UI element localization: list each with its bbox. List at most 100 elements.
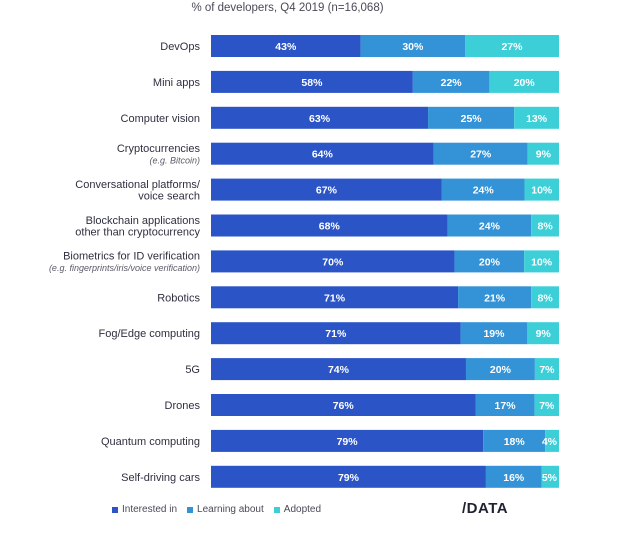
value-label-computer-vision-interested-in: 63% (309, 113, 331, 125)
value-label-conversational-platforms-voice-search-adopted: 10% (531, 185, 553, 197)
value-label-self-driving-cars-learning-about: 16% (503, 472, 525, 484)
bar-conversational-platforms-voice-search-learning-about (441, 178, 525, 201)
value-label-computer-vision-learning-about: 25% (461, 113, 483, 125)
bar-robotics-interested-in (211, 286, 459, 309)
bar-mini-apps-interested-in (211, 70, 413, 93)
legend-label-learning-about: Learning about (197, 504, 264, 515)
bar-5g-interested-in (211, 358, 466, 381)
value-label-robotics-adopted: 8% (537, 292, 553, 304)
value-label-drones-adopted: 7% (539, 400, 555, 412)
category-label-conversational-platforms-voice-search: Conversational platforms/ (75, 179, 201, 191)
bar-computer-vision-interested-in (211, 106, 429, 129)
category-label-5g: 5G (185, 364, 200, 376)
bar-conversational-platforms-voice-search-adopted (524, 178, 559, 201)
chart-legend: Interested in Learning about Adopted (112, 504, 321, 515)
bar-robotics-adopted (531, 286, 559, 309)
legend-item-learning-about: Learning about (187, 504, 264, 515)
category-sublabel-biometrics-for-id-verification: (e.g. fingerprints/iris/voice verificati… (49, 263, 200, 273)
value-label-self-driving-cars-interested-in: 79% (338, 472, 360, 484)
category-label-biometrics-for-id-verification: Biometrics for ID verification (63, 251, 200, 263)
category-label-blockchain-applications-other-than-cryptocurrency: Blockchain applications (86, 215, 201, 227)
value-label-fog-edge-computing-interested-in: 71% (325, 328, 347, 340)
value-label-devops-interested-in: 43% (275, 41, 297, 53)
value-label-self-driving-cars-adopted: 5% (542, 472, 558, 484)
legend-label-interested-in: Interested in (122, 504, 178, 515)
value-label-cryptocurrencies-interested-in: 64% (312, 149, 334, 161)
legend-swatch-interested-in (112, 506, 118, 513)
bar-quantum-computing-interested-in (211, 429, 484, 452)
category-label-mini-apps: Mini apps (153, 77, 201, 89)
category-label-self-driving-cars: Self-driving cars (121, 472, 200, 484)
category-label-cryptocurrencies: Cryptocurrencies (117, 143, 201, 155)
bar-blockchain-applications-other-than-cryptocurrency-learning-about (447, 214, 532, 237)
value-label-mini-apps-learning-about: 22% (441, 77, 463, 89)
bar-blockchain-applications-other-than-cryptocurrency-adopted (531, 214, 559, 237)
value-label-fog-edge-computing-learning-about: 19% (483, 328, 505, 340)
value-label-robotics-learning-about: 21% (484, 292, 506, 304)
legend-swatch-adopted (273, 506, 280, 513)
bar-fog-edge-computing-learning-about (460, 322, 528, 345)
bar-quantum-computing-adopted (545, 429, 559, 452)
category-label-fog-edge-computing: Fog/Edge computing (98, 328, 200, 340)
bar-drones-adopted (534, 394, 559, 416)
category-label-devops: DevOps (160, 41, 200, 53)
chart-subtitle: % of developers, Q4 2019 (n=16,068) (191, 2, 384, 14)
value-label-mini-apps-adopted: 20% (514, 77, 536, 89)
bar-devops-learning-about (360, 35, 466, 57)
category-label-computer-vision: Computer vision (121, 113, 200, 125)
bar-self-driving-cars-interested-in (211, 465, 486, 488)
legend-item-interested-in: Interested in (112, 504, 177, 515)
bar-cryptocurrencies-interested-in (211, 142, 434, 165)
legend-item-adopted: Adopted (273, 504, 322, 515)
value-label-biometrics-for-id-verification-adopted: 10% (531, 256, 553, 268)
legend-label-adopted: Adopted (283, 504, 322, 515)
bar-computer-vision-learning-about (428, 106, 515, 129)
value-label-quantum-computing-adopted: 4% (542, 436, 558, 448)
bar-drones-interested-in (211, 394, 476, 416)
bar-biometrics-for-id-verification-learning-about (454, 250, 525, 273)
bar-biometrics-for-id-verification-interested-in (211, 250, 455, 273)
bar-mini-apps-adopted (489, 70, 559, 93)
category-label-blockchain-applications-other-than-cryptocurrency: other than cryptocurrency (75, 226, 200, 238)
bar-mini-apps-learning-about (412, 70, 490, 93)
category-label-quantum-computing: Quantum computing (101, 436, 200, 448)
value-label-conversational-platforms-voice-search-interested-in: 67% (316, 185, 338, 197)
category-label-conversational-platforms-voice-search: voice search (138, 190, 200, 202)
bar-fog-edge-computing-interested-in (211, 322, 461, 345)
legend-swatch-learning-about (187, 506, 194, 513)
value-label-biometrics-for-id-verification-learning-about: 20% (479, 256, 501, 268)
value-label-computer-vision-adopted: 13% (526, 113, 548, 125)
value-label-devops-learning-about: 30% (402, 41, 424, 53)
value-label-drones-interested-in: 76% (333, 400, 355, 412)
value-label-biometrics-for-id-verification-interested-in: 70% (322, 256, 344, 268)
bar-fog-edge-computing-adopted (527, 322, 559, 345)
value-label-cryptocurrencies-adopted: 9% (536, 149, 552, 161)
bar-5g-learning-about (465, 358, 535, 381)
bar-5g-adopted (534, 358, 559, 381)
bar-devops-interested-in (211, 35, 361, 57)
value-label-fog-edge-computing-adopted: 9% (536, 328, 552, 340)
value-label-cryptocurrencies-learning-about: 27% (470, 149, 492, 161)
value-label-quantum-computing-interested-in: 79% (337, 436, 359, 448)
bar-cryptocurrencies-adopted (527, 142, 559, 165)
bar-quantum-computing-learning-about (483, 429, 546, 452)
value-label-blockchain-applications-other-than-cryptocurrency-learning-about: 24% (479, 221, 501, 233)
bar-drones-learning-about (475, 394, 535, 416)
bar-computer-vision-adopted (514, 106, 559, 129)
data-logo: /DATA (462, 500, 509, 517)
category-sublabel-cryptocurrencies: (e.g. Bitcoin) (149, 155, 200, 165)
bar-devops-adopted (465, 35, 559, 57)
value-label-5g-learning-about: 20% (490, 364, 512, 376)
value-label-quantum-computing-learning-about: 18% (504, 436, 526, 448)
category-label-drones: Drones (165, 400, 201, 412)
value-label-blockchain-applications-other-than-cryptocurrency-interested-in: 68% (319, 221, 341, 233)
bar-self-driving-cars-adopted (541, 465, 559, 488)
bar-robotics-learning-about (458, 286, 532, 309)
category-label-robotics: Robotics (157, 292, 200, 304)
bar-cryptocurrencies-learning-about (433, 142, 528, 165)
bar-biometrics-for-id-verification-adopted (524, 250, 559, 273)
value-label-robotics-interested-in: 71% (324, 292, 346, 304)
value-label-devops-adopted: 27% (502, 41, 524, 53)
value-label-conversational-platforms-voice-search-learning-about: 24% (473, 185, 495, 197)
